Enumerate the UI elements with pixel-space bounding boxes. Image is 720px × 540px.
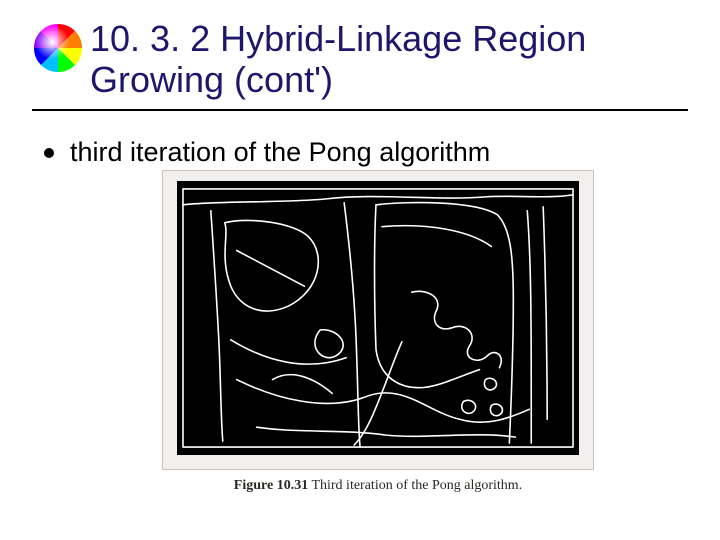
color-wheel-logo — [32, 22, 84, 74]
edge-map-svg — [177, 181, 579, 455]
figure-caption: Figure 10.31 Third iteration of the Pong… — [162, 478, 594, 494]
figure-number: Figure 10.31 — [234, 478, 308, 493]
figure-image — [162, 170, 594, 470]
slide-title: 10. 3. 2 Hybrid-Linkage Region Growing (… — [90, 18, 586, 101]
title-line-2: Growing (cont') — [90, 59, 333, 100]
figure-caption-text: Third iteration of the Pong algorithm. — [311, 478, 522, 493]
bullet-marker — [44, 148, 54, 158]
title-line-1: 10. 3. 2 Hybrid-Linkage Region — [90, 18, 586, 59]
bullet-item: third iteration of the Pong algorithm — [44, 137, 688, 168]
bullet-text: third iteration of the Pong algorithm — [70, 137, 490, 168]
figure: Figure 10.31 Third iteration of the Pong… — [162, 170, 594, 494]
